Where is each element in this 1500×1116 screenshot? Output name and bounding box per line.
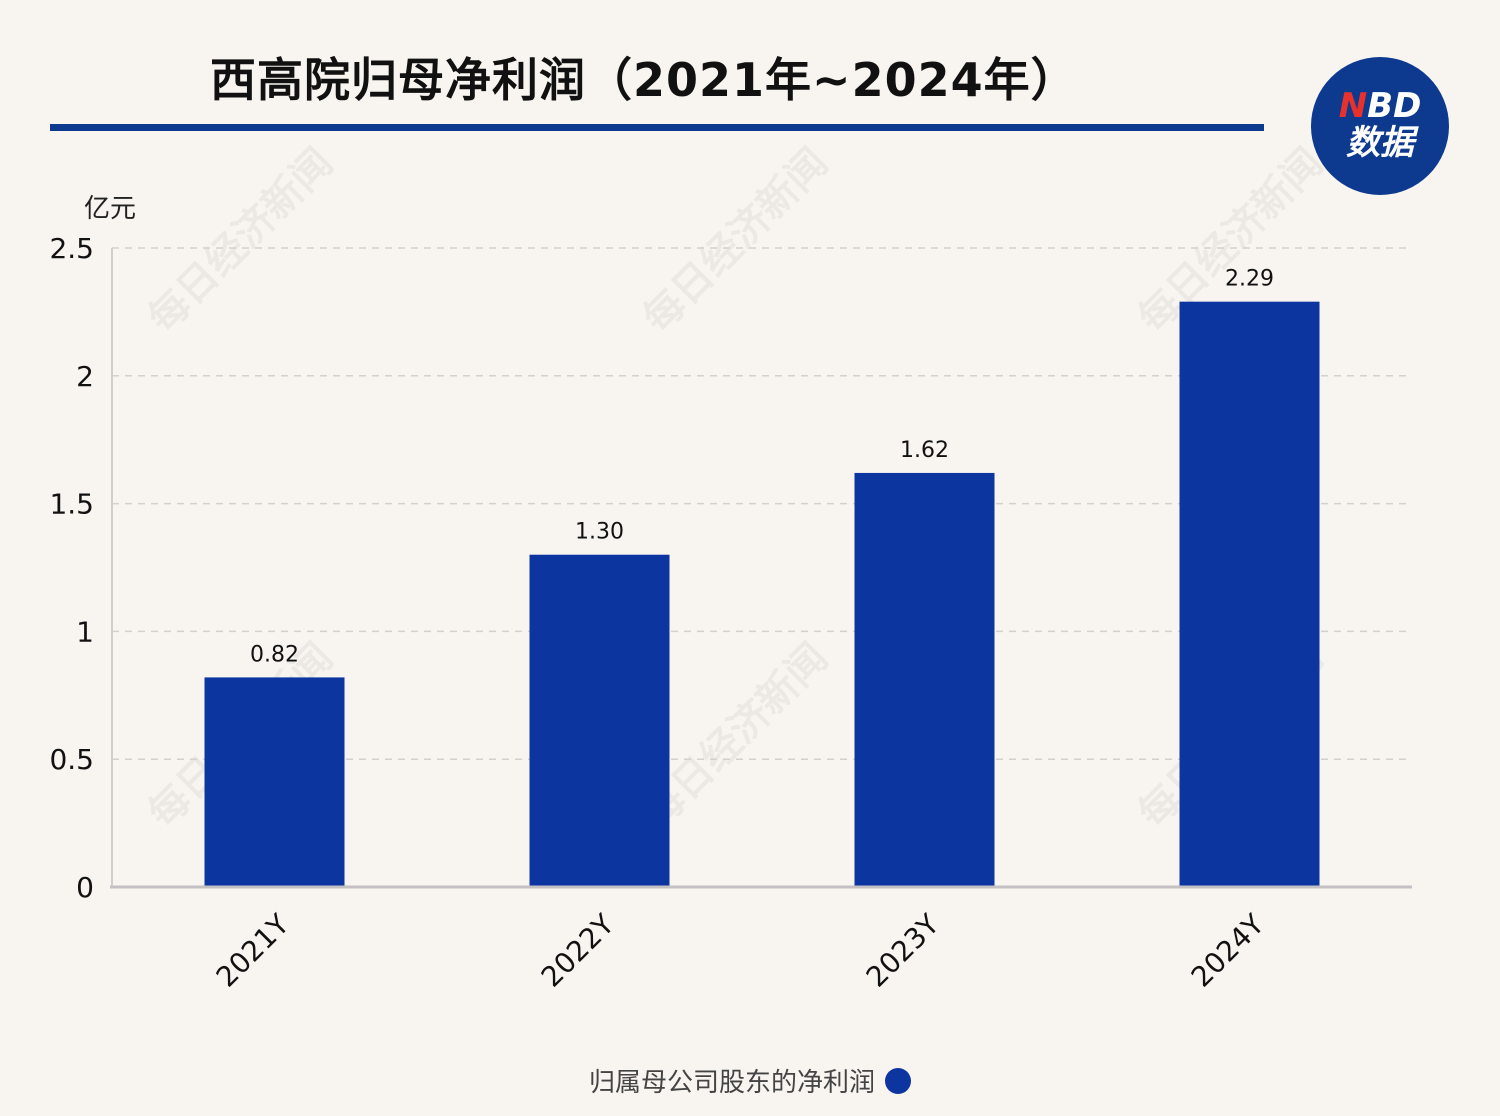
x-tick-label: 2023Y bbox=[860, 907, 946, 993]
title-rule bbox=[50, 124, 1264, 131]
y-axis-ticks: 0 0.5 1 1.5 2 2.5 bbox=[49, 232, 94, 904]
data-label: 0.82 bbox=[250, 642, 299, 667]
logo-brand-rest: BD bbox=[1367, 86, 1422, 126]
watermark-text: 每日经济新闻 bbox=[634, 139, 837, 342]
data-label: 1.62 bbox=[900, 438, 949, 463]
legend-marker bbox=[885, 1067, 911, 1094]
y-axis-unit: 亿元 bbox=[84, 194, 137, 224]
page-title: 西高院归母净利润（2021年~2024年） bbox=[210, 53, 1078, 107]
legend-label: 归属母公司股东的净利润 bbox=[588, 1068, 875, 1098]
x-tick-label: 2022Y bbox=[535, 907, 621, 993]
x-tick-label: 2021Y bbox=[210, 907, 296, 993]
legend: 归属母公司股东的净利润 bbox=[0, 1062, 1500, 1099]
bars bbox=[204, 301, 1320, 887]
y-tick-label: 1.5 bbox=[49, 488, 94, 521]
y-tick-label: 2 bbox=[76, 360, 94, 393]
bar-2024Y bbox=[1179, 301, 1320, 887]
watermark-text: 每日经济新闻 bbox=[139, 139, 342, 342]
data-label: 1.30 bbox=[575, 520, 624, 545]
y-tick-label: 1 bbox=[76, 615, 94, 648]
data-labels: 0.82 1.30 1.62 2.29 bbox=[250, 267, 1274, 668]
data-label: 2.29 bbox=[1225, 267, 1274, 292]
y-tick-label: 0 bbox=[76, 871, 94, 904]
bar-2022Y bbox=[529, 554, 670, 887]
logo-sub: 数据 bbox=[1346, 123, 1414, 163]
x-axis-ticks: 2021Y 2022Y 2023Y 2024Y bbox=[210, 907, 1271, 993]
y-tick-label: 0.5 bbox=[49, 743, 94, 776]
bar-2021Y bbox=[204, 677, 345, 887]
x-tick-label: 2024Y bbox=[1185, 907, 1271, 993]
nbd-logo: NBD 数据 bbox=[1311, 57, 1449, 195]
bar-2023Y bbox=[854, 472, 995, 887]
logo-brand-n: N bbox=[1338, 86, 1368, 126]
logo-brand: NBD bbox=[1339, 89, 1422, 123]
y-tick-label: 2.5 bbox=[49, 232, 94, 265]
